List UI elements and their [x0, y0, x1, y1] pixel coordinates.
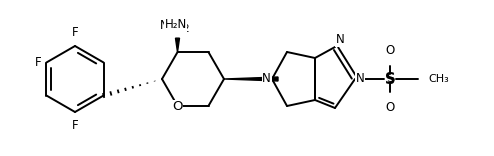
- Text: O: O: [385, 44, 395, 57]
- Text: 2: 2: [182, 24, 189, 34]
- Polygon shape: [224, 77, 278, 81]
- Text: O: O: [172, 100, 183, 113]
- Text: S: S: [385, 71, 395, 86]
- Text: CH₃: CH₃: [428, 74, 449, 84]
- Text: N: N: [336, 33, 345, 46]
- Text: O: O: [385, 101, 395, 114]
- Polygon shape: [175, 38, 179, 52]
- Text: N: N: [262, 73, 271, 85]
- Text: F: F: [72, 26, 79, 39]
- Text: NH: NH: [160, 19, 177, 32]
- Text: N: N: [356, 73, 365, 85]
- Text: F: F: [35, 56, 41, 69]
- Text: S: S: [386, 73, 394, 85]
- Text: F: F: [72, 119, 79, 132]
- Text: H₂N: H₂N: [165, 18, 187, 31]
